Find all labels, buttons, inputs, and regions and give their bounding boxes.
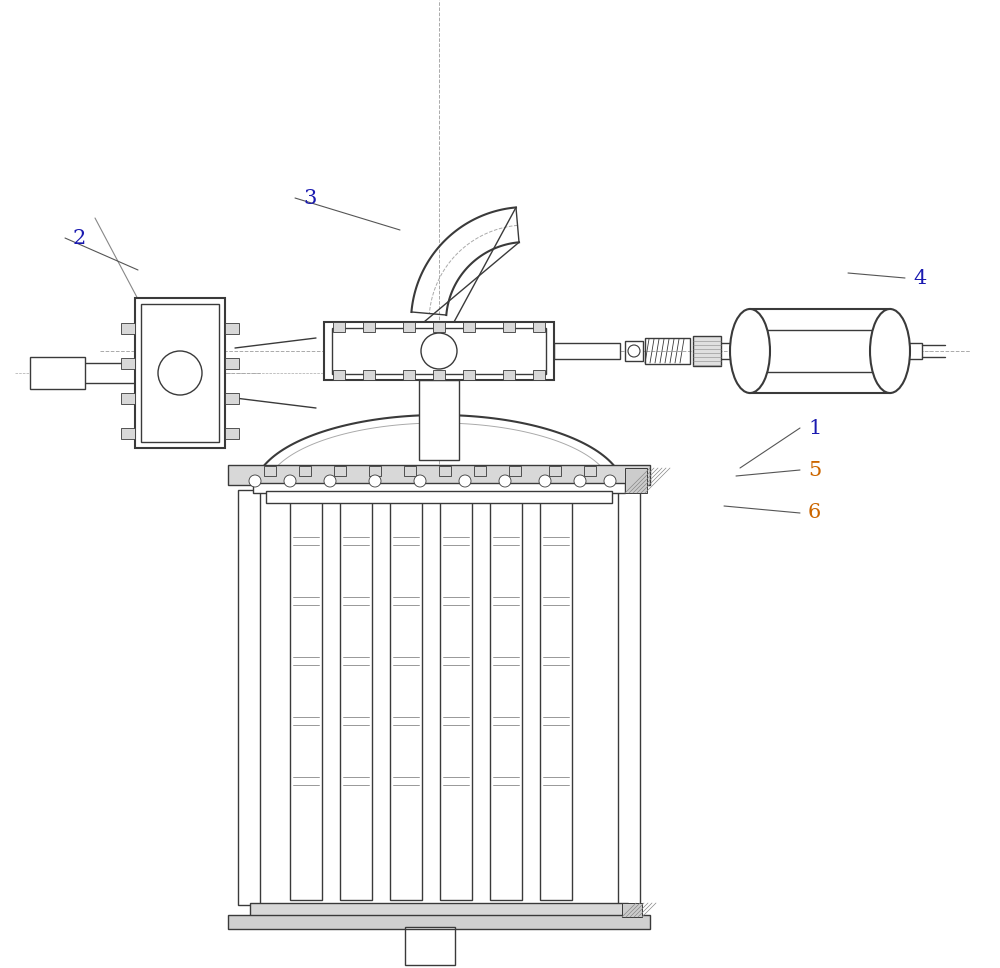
- Bar: [618, 490, 640, 905]
- Bar: [264, 466, 276, 476]
- Bar: [440, 495, 472, 900]
- Circle shape: [369, 475, 381, 487]
- Bar: [253, 483, 625, 493]
- Bar: [225, 428, 239, 439]
- Bar: [463, 370, 475, 380]
- Bar: [228, 465, 650, 485]
- Bar: [299, 466, 311, 476]
- Bar: [135, 298, 225, 448]
- Bar: [404, 466, 416, 476]
- Bar: [509, 466, 521, 476]
- Bar: [750, 309, 890, 393]
- Bar: [290, 495, 322, 900]
- Bar: [433, 370, 445, 380]
- Bar: [433, 322, 445, 332]
- Circle shape: [249, 475, 261, 487]
- Circle shape: [459, 475, 471, 487]
- Text: 4: 4: [913, 268, 926, 287]
- Bar: [463, 322, 475, 332]
- Bar: [121, 357, 135, 369]
- Bar: [474, 466, 486, 476]
- Bar: [554, 343, 620, 359]
- Circle shape: [414, 475, 426, 487]
- Bar: [121, 428, 135, 439]
- Bar: [324, 322, 554, 380]
- Bar: [405, 927, 455, 965]
- Text: 1: 1: [808, 418, 821, 438]
- Text: 3: 3: [303, 189, 316, 207]
- Bar: [622, 903, 642, 917]
- Circle shape: [574, 475, 586, 487]
- Bar: [645, 338, 690, 364]
- Text: 5: 5: [808, 461, 821, 479]
- Circle shape: [158, 351, 202, 395]
- Circle shape: [499, 475, 511, 487]
- Bar: [332, 328, 546, 374]
- Bar: [503, 370, 515, 380]
- Bar: [225, 392, 239, 404]
- Bar: [403, 322, 415, 332]
- Bar: [363, 322, 375, 332]
- Bar: [693, 336, 721, 366]
- Bar: [333, 322, 345, 332]
- Circle shape: [604, 475, 616, 487]
- Ellipse shape: [730, 309, 770, 393]
- Bar: [225, 357, 239, 369]
- Bar: [490, 495, 522, 900]
- Bar: [439, 466, 451, 476]
- Bar: [503, 322, 515, 332]
- Bar: [540, 495, 572, 900]
- Bar: [340, 495, 372, 900]
- Text: 6: 6: [808, 503, 821, 523]
- Bar: [363, 370, 375, 380]
- Circle shape: [539, 475, 551, 487]
- Bar: [121, 322, 135, 334]
- Bar: [334, 466, 346, 476]
- Bar: [30, 357, 85, 389]
- Bar: [225, 322, 239, 334]
- Ellipse shape: [870, 309, 910, 393]
- Bar: [250, 903, 628, 917]
- Bar: [258, 490, 620, 905]
- Bar: [238, 490, 260, 905]
- Bar: [403, 370, 415, 380]
- Bar: [141, 304, 219, 442]
- Bar: [369, 466, 381, 476]
- Bar: [533, 322, 545, 332]
- Text: 2: 2: [73, 228, 86, 248]
- Bar: [533, 370, 545, 380]
- Circle shape: [324, 475, 336, 487]
- Bar: [892, 343, 922, 359]
- Bar: [419, 380, 459, 460]
- Circle shape: [628, 345, 640, 357]
- Bar: [390, 495, 422, 900]
- Bar: [266, 491, 612, 503]
- Bar: [333, 370, 345, 380]
- Circle shape: [421, 333, 457, 369]
- Bar: [625, 341, 643, 361]
- Circle shape: [284, 475, 296, 487]
- Bar: [121, 392, 135, 404]
- Bar: [625, 468, 647, 493]
- Bar: [584, 466, 596, 476]
- Bar: [549, 466, 561, 476]
- Bar: [80, 363, 138, 383]
- Bar: [228, 915, 650, 929]
